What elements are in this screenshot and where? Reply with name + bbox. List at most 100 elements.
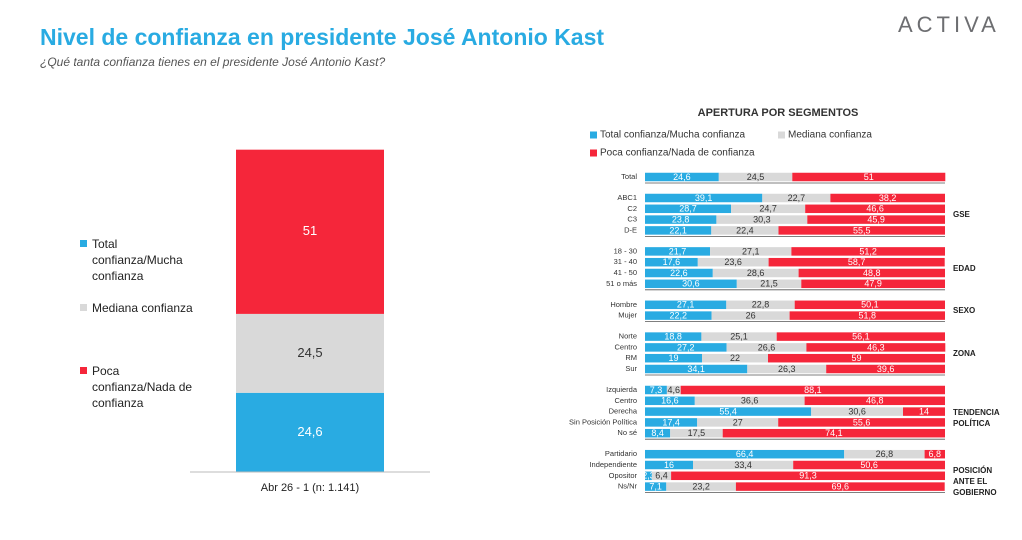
- value-label: 23,6: [724, 257, 742, 267]
- bar-segment: [789, 311, 945, 320]
- value-label: 23,8: [672, 214, 690, 224]
- bar-segment: [693, 460, 794, 470]
- row-label: Partidario: [605, 449, 637, 458]
- row-label: Sur: [625, 364, 637, 373]
- value-label: 46,8: [866, 396, 884, 406]
- bar-segment: [807, 215, 945, 224]
- value-label: 55,6: [853, 417, 871, 427]
- row-label: Centro: [614, 342, 637, 351]
- value-label: 22,1: [669, 225, 687, 235]
- bar-segment: [747, 364, 827, 374]
- value-label: 7,3: [650, 385, 663, 395]
- bar-segment: [731, 204, 806, 214]
- bar-segment: [711, 226, 779, 235]
- value-label: 24,5: [297, 345, 322, 360]
- value-label: 39,6: [877, 364, 895, 374]
- value-label: 27: [733, 417, 743, 427]
- value-label: 24,6: [297, 424, 322, 439]
- legend-label: Poca confianza/Nada de confianza: [92, 364, 193, 410]
- bar-segment: [645, 193, 763, 203]
- value-label: 16: [664, 460, 674, 470]
- row-label: Derecha: [609, 407, 638, 416]
- value-label: 27,1: [677, 300, 695, 310]
- value-label: 51,8: [859, 310, 877, 320]
- value-label: 17,6: [663, 257, 681, 267]
- value-label: 22,2: [670, 310, 688, 320]
- row-label: 18 - 30: [614, 246, 637, 255]
- bar-segment: [666, 385, 681, 395]
- value-label: 22,7: [788, 193, 806, 203]
- bar-segment: [645, 353, 702, 363]
- value-label: 22,6: [670, 268, 688, 278]
- value-label: 8,4: [651, 428, 664, 438]
- value-label: 88,1: [804, 385, 822, 395]
- bar-segment: [776, 332, 945, 341]
- row-label: Independiente: [589, 460, 637, 469]
- value-label: 21,7: [669, 246, 687, 256]
- bar-segment: [811, 407, 903, 416]
- bar-segment: [645, 449, 845, 459]
- value-label: 23,2: [692, 481, 710, 491]
- bar-segment: [236, 149, 384, 314]
- group-label: EDAD: [953, 263, 976, 273]
- bar-segment: [726, 300, 795, 310]
- value-label: 51,2: [859, 246, 877, 256]
- value-label: 30,6: [682, 279, 700, 289]
- value-label: 14: [919, 406, 929, 416]
- bar-segment: [645, 396, 695, 406]
- bar-segment: [645, 311, 712, 320]
- bar-segment: [844, 449, 925, 459]
- value-label: 91,3: [799, 471, 817, 481]
- row-label: 41 - 50: [614, 268, 637, 277]
- bar-segment: [680, 385, 945, 395]
- value-label: 16,6: [661, 396, 679, 406]
- bar-segment: [645, 268, 713, 278]
- bar-segment: [645, 300, 727, 310]
- bar-segment: [778, 418, 945, 427]
- legend-swatch: [590, 149, 597, 157]
- value-label: 28,7: [679, 204, 697, 214]
- value-label: 26,6: [758, 342, 776, 352]
- value-label: 38,2: [879, 193, 897, 203]
- group-label: SEXO: [953, 306, 976, 316]
- group-label: ZONA: [953, 348, 976, 358]
- row-label: D-E: [624, 225, 637, 234]
- value-label: 17,5: [688, 428, 706, 438]
- bar-segment: [712, 268, 799, 278]
- legend-label: Mediana confianza: [92, 301, 193, 315]
- value-label: 36,6: [741, 396, 759, 406]
- bar-segment: [645, 247, 711, 256]
- bar-segment: [804, 396, 945, 406]
- value-label: 50,1: [861, 300, 879, 310]
- value-label: 27,1: [742, 246, 760, 256]
- row-label: RM: [625, 353, 637, 362]
- legend-label: Total confianza/Mucha confianza: [600, 130, 746, 141]
- value-label: 46,3: [867, 342, 885, 352]
- legend-swatch: [590, 131, 597, 139]
- value-label: 17,4: [662, 417, 680, 427]
- bar-segment: [645, 482, 667, 491]
- bar-segment: [651, 471, 672, 481]
- legend-swatch: [80, 240, 87, 247]
- legend-swatch: [778, 131, 785, 139]
- value-label: 33,4: [734, 460, 752, 470]
- row-label: C2: [627, 204, 637, 213]
- bar-segment: [645, 364, 748, 374]
- bar-segment: [645, 172, 719, 182]
- title: Nivel de confianza en presidente José An…: [40, 24, 605, 50]
- bar-segment: [236, 313, 384, 393]
- bar-segment: [792, 172, 946, 182]
- bar-segment: [670, 428, 723, 438]
- value-label: 24,5: [747, 172, 765, 182]
- bar-segment: [791, 247, 945, 256]
- x-tick-label: Abr 26 - 1 (n: 1.141): [261, 482, 359, 494]
- bar-segment: [806, 343, 946, 352]
- bar-segment: [924, 449, 945, 459]
- legend-label: Mediana confianza: [788, 130, 872, 141]
- value-label: 55,4: [719, 406, 737, 416]
- value-label: 59: [851, 353, 861, 363]
- bar-segment: [778, 226, 945, 235]
- value-label: 30,6: [848, 406, 866, 416]
